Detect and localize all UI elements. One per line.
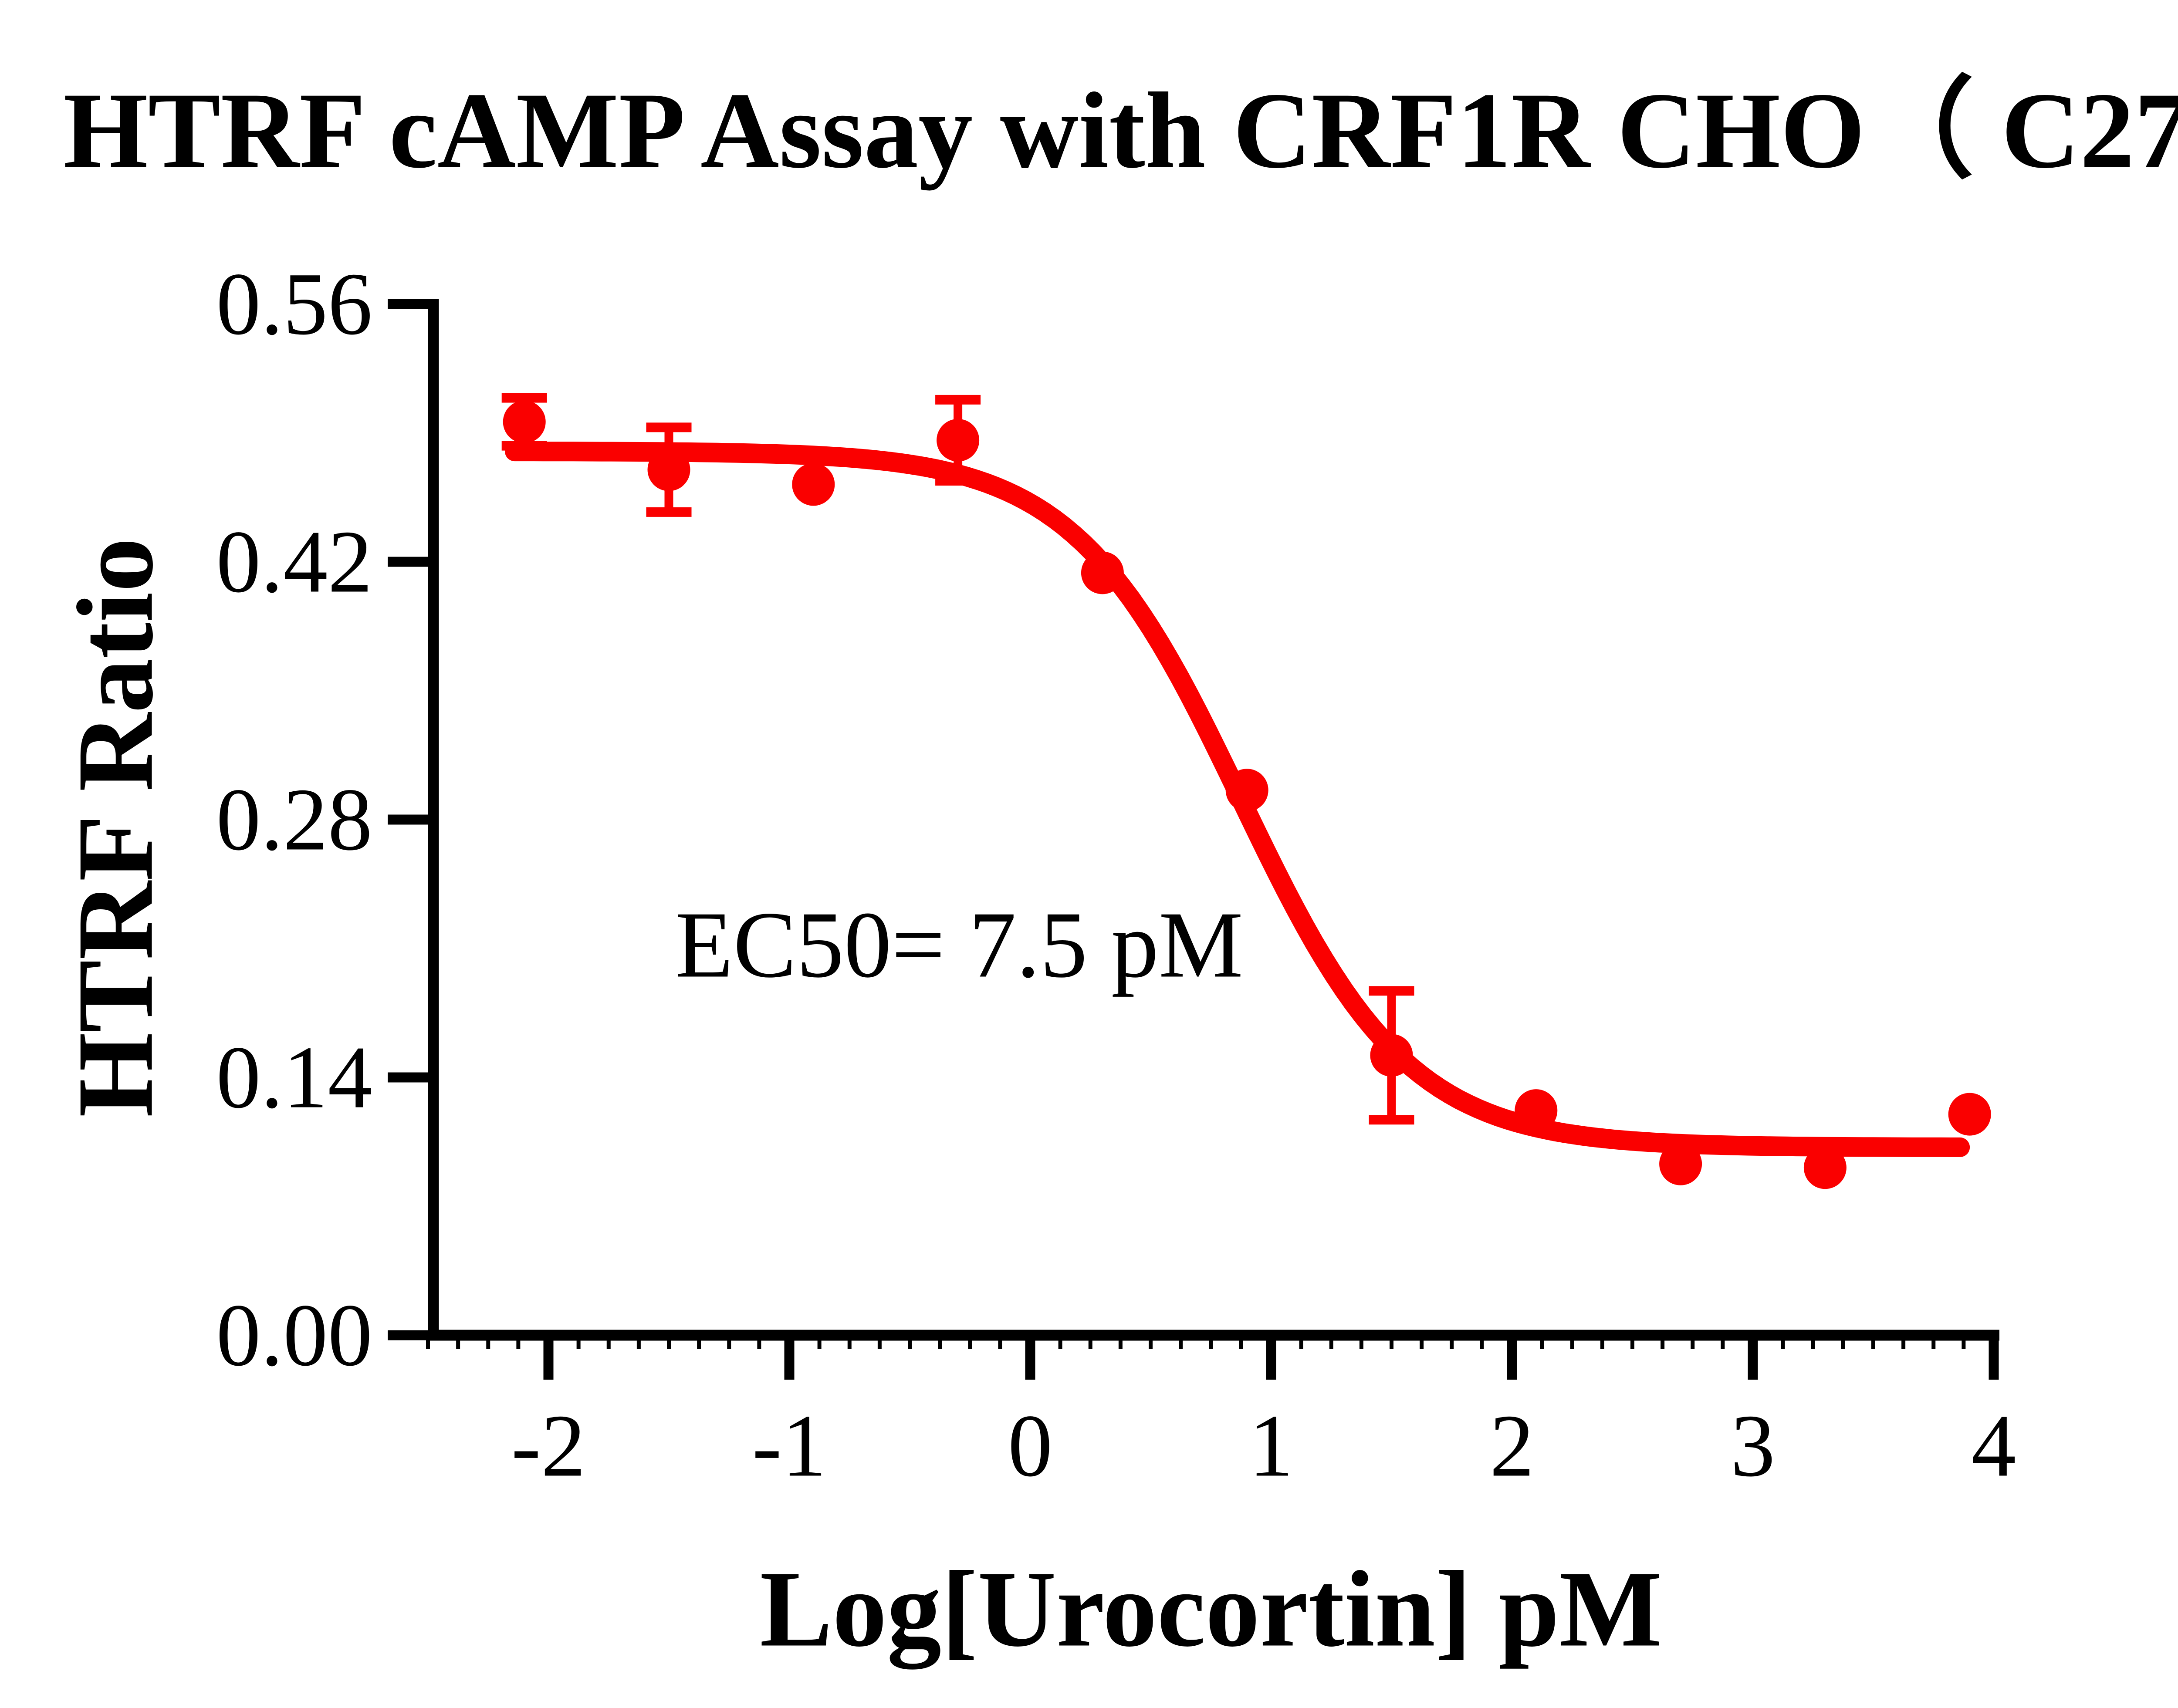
y-tick-label: 0.28 <box>216 770 372 869</box>
chart-title: HTRF cAMP Assay with CRF1R CHO（ C27） <box>63 71 2178 191</box>
data-point <box>647 448 690 491</box>
data-point <box>1225 769 1268 812</box>
data-point <box>503 400 546 443</box>
x-axis-title: Log[Urocortin] pM <box>760 1549 1662 1670</box>
data-point <box>937 419 980 462</box>
data-point <box>1659 1142 1702 1185</box>
y-axis-ticks <box>388 299 433 1340</box>
ec50-annotation: EC50= 7.5 pM <box>675 893 1243 998</box>
x-tick-label: 2 <box>1490 1397 1535 1495</box>
y-tick-label: 0.56 <box>216 255 372 354</box>
x-axis-minor-ticks <box>426 1333 1966 1349</box>
x-tick-label: 1 <box>1249 1397 1294 1495</box>
x-axis-ticks <box>543 1335 1999 1380</box>
error-bars <box>501 393 1414 1125</box>
x-tick-label: -1 <box>752 1397 827 1495</box>
data-point <box>1515 1089 1558 1132</box>
x-tick-label: 4 <box>1972 1397 2016 1495</box>
data-point <box>792 463 835 506</box>
y-tick-label: 0.00 <box>216 1286 372 1385</box>
x-tick-label: -2 <box>511 1397 586 1495</box>
data-point <box>1803 1146 1847 1189</box>
y-axis-tick-labels: 0.56 0.42 0.28 0.14 0.00 <box>216 255 372 1385</box>
y-axis-title: HTRF Ratio <box>55 538 176 1117</box>
data-point <box>1370 1034 1413 1077</box>
data-point <box>1948 1093 1991 1136</box>
x-tick-label: 0 <box>1008 1397 1053 1495</box>
data-points <box>503 400 1991 1189</box>
y-tick-label: 0.42 <box>216 513 372 611</box>
x-tick-label: 3 <box>1731 1397 1776 1495</box>
x-axis-tick-labels: -2 -1 0 1 2 3 4 <box>511 1397 2016 1495</box>
y-tick-label: 0.14 <box>216 1028 372 1127</box>
data-point <box>1081 551 1124 594</box>
